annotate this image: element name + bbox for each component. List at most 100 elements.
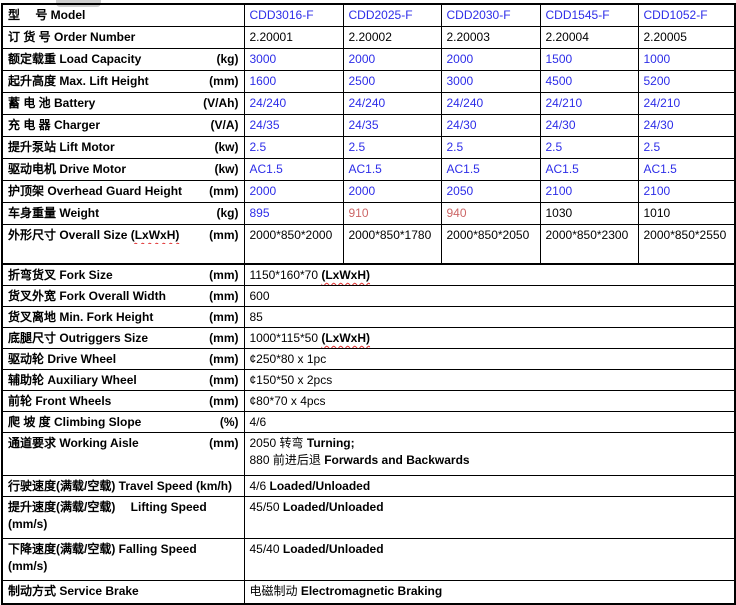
value-cell: 2000 xyxy=(342,48,442,71)
value-cell: 2000*850*2000 xyxy=(243,224,344,265)
value-cell: CDD2030-F xyxy=(440,3,541,27)
value-cell: 2000 xyxy=(342,180,442,203)
row-label-cell: 爬 坡 度 Climbing Slope (%) xyxy=(1,411,245,433)
row-label: 爬 坡 度 Climbing Slope (%) xyxy=(8,414,240,431)
row-unit: (mm) xyxy=(209,74,239,88)
text-part: Turning; xyxy=(306,436,355,450)
row-unit: (mm) xyxy=(209,228,239,242)
row-label: 车身重量 Weight (kg) xyxy=(8,205,240,222)
text-part: 提升泵站 Lift Motor xyxy=(8,140,115,154)
row-label: 驱动电机 Drive Motor (kw) xyxy=(8,161,240,178)
row-unit: (kg) xyxy=(216,52,239,66)
row-label: 前轮 Front Wheels (mm) xyxy=(8,393,240,410)
row-label-cell: 充 电 器 Charger (V/A) xyxy=(1,114,245,137)
value-cell: 895 xyxy=(243,202,344,225)
text-part: 通道要求 Working Aisle xyxy=(8,436,139,450)
value-cell: 2100 xyxy=(637,180,736,203)
row-label: 辅助轮 Auxiliary Wheel (mm) xyxy=(8,372,240,389)
text-part: 下降速度(满载/空载) Falling Speed xyxy=(8,542,197,556)
spec-row: 驱动轮 Drive Wheel (mm) ¢250*80 x 1pc xyxy=(1,348,736,370)
spec-row: 制动方式 Service Brake 电磁制动 Electromagnetic B… xyxy=(1,580,736,605)
value-cell: AC1.5 xyxy=(539,158,639,181)
value-cell: 940 xyxy=(440,202,541,225)
text-part: 爬 坡 度 Climbing Slope xyxy=(8,415,142,429)
spec-row: 下降速度(满载/空载) Falling Speed (mm/s) 45/40 Loa… xyxy=(1,538,736,581)
value-cell: 24/30 xyxy=(539,114,639,137)
row-label: 型 号 Model xyxy=(8,7,240,24)
spec-row: 行驶速度(满载/空载) Travel Speed (km/h) 4/6 Loade… xyxy=(1,475,736,497)
value-cell: 3000 xyxy=(243,48,344,71)
text-part: 订 货 号 Order Number xyxy=(8,30,136,44)
value-cell: 24/210 xyxy=(637,92,736,115)
row-label-cell: 前轮 Front Wheels (mm) xyxy=(1,390,245,412)
row-unit: (mm/s) xyxy=(8,517,48,531)
text-part: 驱动电机 Drive Motor xyxy=(8,162,127,176)
value-cell: 2500 xyxy=(342,70,442,93)
text-part: 制动方式 Service Brake xyxy=(8,584,139,598)
row-label: 提升速度(满载/空载) Lifting Speed xyxy=(8,499,240,516)
row-label: 货叉离地 Min. Fork Height (mm) xyxy=(8,309,240,326)
row-unit: (%) xyxy=(219,415,239,429)
value-cell: 1030 xyxy=(539,202,639,225)
value-cell: 2000 xyxy=(243,180,344,203)
row-label: 制动方式 Service Brake xyxy=(8,583,240,600)
value-cell: 2.5 xyxy=(243,136,344,159)
row-label: 护顶架 Overhead Guard Height (mm) xyxy=(8,183,240,200)
spec-row: 辅助轮 Auxiliary Wheel (mm) ¢150*50 x 2pcs xyxy=(1,369,736,391)
row-label: 外形尺寸 Overall Size (LxWxH) (mm) xyxy=(8,227,240,244)
row-label: 行驶速度(满载/空载) Travel Speed (km/h) xyxy=(8,478,240,495)
row-label-cell: 外形尺寸 Overall Size (LxWxH) (mm) xyxy=(1,224,245,265)
row-label-cell: 驱动电机 Drive Motor (kw) xyxy=(1,158,245,181)
value-cell: 24/240 xyxy=(243,92,344,115)
value-cell: ¢150*50 x 2pcs xyxy=(243,369,736,391)
spec-row: 起升高度 Max. Lift Height (mm) 1600 2500 3000 450… xyxy=(1,70,736,93)
value-cell: 600 xyxy=(243,285,736,307)
row-label-cell: 货叉离地 Min. Fork Height (mm) xyxy=(1,306,245,328)
row-label: 起升高度 Max. Lift Height (mm) xyxy=(8,73,240,90)
text-part: (LxWxH) xyxy=(321,268,371,282)
value-cell: 2.5 xyxy=(440,136,541,159)
row-unit: (mm) xyxy=(209,436,239,450)
value-cell: AC1.5 xyxy=(637,158,736,181)
value-cell: 45/50 Loaded/Unloaded xyxy=(243,496,736,539)
value-cell: 3000 xyxy=(440,70,541,93)
spec-row: 折弯货叉 Fork Size (mm) 1150*160*70 (LxWxH) xyxy=(1,263,736,286)
value-cell: 1010 xyxy=(637,202,736,225)
spec-row: 通道要求 Working Aisle (mm) 2050 转弯 Turning; 88… xyxy=(1,432,736,476)
spec-table: 型 号 Model CDD3016-F CDD2025-F CDD2030-F CDD1… xyxy=(1,3,736,605)
value-cell: 4/6 xyxy=(243,411,736,433)
value-cell: CDD1052-F xyxy=(637,3,736,27)
text-part: Electromagnetic Braking xyxy=(300,584,443,598)
row-label-cell: 起升高度 Max. Lift Height (mm) xyxy=(1,70,245,93)
row-label-cell: 型 号 Model xyxy=(1,3,245,27)
text-part: 外形尺寸 Overall Size xyxy=(8,228,131,242)
text-part: 600 xyxy=(249,289,270,303)
text-part: 起升高度 Max. Lift Height xyxy=(8,74,149,88)
row-label-cell: 提升泵站 Lift Motor (kw) xyxy=(1,136,245,159)
text-part: 底腿尺寸 Outriggers Size xyxy=(8,331,149,345)
value-cell: 2050 xyxy=(440,180,541,203)
text-part: 4/6 xyxy=(249,479,270,493)
text-part: 1150*160*70 xyxy=(249,268,322,282)
text-part: 额定载重 Load Capacity xyxy=(8,52,142,66)
value-cell: 2000*850*2550 xyxy=(637,224,736,265)
text-part: 45/40 xyxy=(249,542,283,556)
value-cell: 4500 xyxy=(539,70,639,93)
text-part: Loaded/Unloaded xyxy=(269,479,371,493)
value-cell: 2050 转弯 Turning; 880 前进后退 Forwards and Ba… xyxy=(243,432,736,476)
value-cell: 24/35 xyxy=(243,114,344,137)
text-part: 880 前进后退 xyxy=(249,453,325,467)
value-cell: 2.20003 xyxy=(440,26,541,49)
value-cell: 24/240 xyxy=(440,92,541,115)
value-cell: AC1.5 xyxy=(440,158,541,181)
value-cell: 2000*850*1780 xyxy=(342,224,442,265)
row-label-cell: 制动方式 Service Brake xyxy=(1,580,245,605)
spec-row: 底腿尺寸 Outriggers Size (mm) 1000*115*50 (LxW… xyxy=(1,327,736,349)
row-label: 底腿尺寸 Outriggers Size (mm) xyxy=(8,330,240,347)
row-label-cell: 辅助轮 Auxiliary Wheel (mm) xyxy=(1,369,245,391)
row-unit: (V/A) xyxy=(210,118,239,132)
row-label-cell: 护顶架 Overhead Guard Height (mm) xyxy=(1,180,245,203)
value-cell: 1000*115*50 (LxWxH) xyxy=(243,327,736,349)
value-cell: ¢250*80 x 1pc xyxy=(243,348,736,370)
